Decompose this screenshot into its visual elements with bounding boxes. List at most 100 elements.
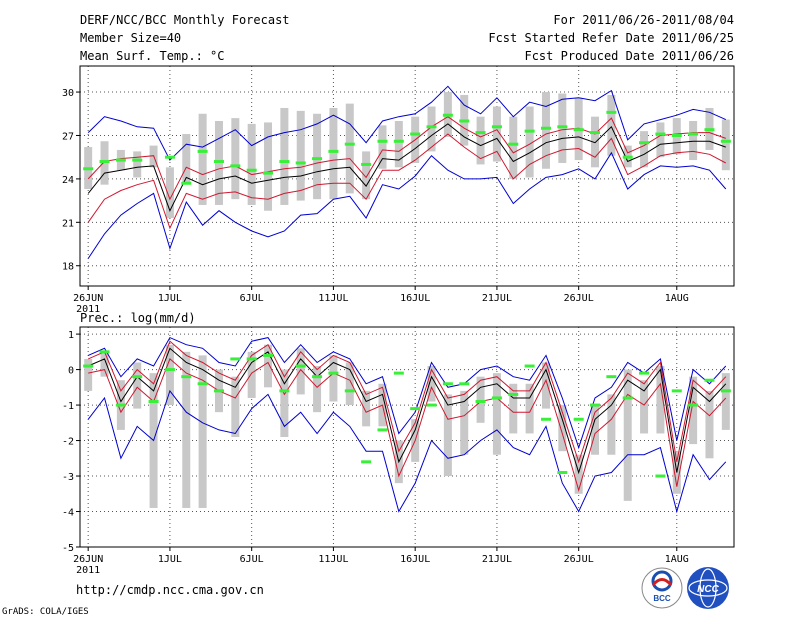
observation-marker — [164, 155, 175, 159]
observation-marker — [164, 368, 175, 372]
observation-marker — [491, 125, 502, 129]
ensemble-mean-line — [87, 123, 726, 212]
ensemble-spread-bar — [443, 394, 452, 477]
observation-marker — [393, 371, 404, 375]
observation-marker — [704, 378, 715, 382]
observation-marker — [230, 357, 241, 361]
temperature-panel: 18 21 24 27 30 26JUN 1JUL 6JUL 11JUL 16JUL 21JUL 26… — [62, 65, 735, 315]
ensemble-spread-bar — [100, 351, 109, 377]
observation-marker — [83, 167, 94, 171]
y-tick-label: 21 — [62, 218, 74, 229]
ensemble-spread-bar — [329, 355, 338, 402]
x-year-label: 2011 — [76, 304, 100, 315]
observation-marker — [491, 396, 502, 400]
observation-marker — [655, 132, 666, 136]
observation-marker — [361, 460, 372, 464]
ensemble-mean-line — [88, 347, 727, 475]
observation-marker — [263, 171, 274, 175]
observation-marker — [639, 141, 650, 145]
ensemble-spread-bar — [280, 369, 289, 437]
observation-marker — [557, 470, 568, 474]
observation-marker — [410, 407, 421, 411]
ensemble-spread-bar — [247, 351, 256, 398]
header-member-size: Member Size=40 — [80, 31, 181, 45]
ncc-logo-text: NCC — [697, 584, 719, 595]
y-tick-label: -3 — [62, 472, 74, 483]
observation-marker — [671, 133, 682, 137]
observation-marker — [377, 139, 388, 143]
ensemble-spread-bar — [541, 92, 550, 169]
ensemble-spread-bar — [591, 405, 600, 455]
ensemble-spread-bar — [345, 103, 354, 194]
observation-marker — [442, 382, 453, 386]
observation-marker — [540, 126, 551, 130]
ensemble-spread-bar — [476, 116, 485, 165]
ensemble-spread-bar — [182, 134, 191, 184]
x-tick-label: 26JUL — [564, 293, 594, 304]
x-tick-label: 1JUL — [158, 554, 182, 565]
observation-marker — [671, 389, 682, 393]
observation-marker — [132, 158, 143, 162]
y-tick-label: 18 — [62, 262, 74, 273]
observation-marker — [312, 375, 323, 379]
ensemble-spread-bar — [133, 362, 142, 409]
ensemble-spread-bar — [198, 355, 207, 508]
y-tick-label: 30 — [62, 88, 74, 99]
observation-marker — [181, 181, 192, 185]
footer-url[interactable]: http://cmdp.ncc.cma.gov.cn — [76, 583, 264, 597]
observation-marker — [622, 396, 633, 400]
ensemble-spread-bar — [640, 380, 649, 434]
observation-marker — [655, 474, 666, 478]
ensemble-spread-bar — [378, 125, 387, 169]
ensemble-spread-bar — [509, 383, 518, 434]
observation-marker — [606, 110, 617, 114]
ensemble-spread-bar — [362, 390, 371, 427]
ensemble-spread-bar — [182, 351, 191, 508]
x-tick-label: 1AUG — [665, 554, 689, 565]
x-tick-label: 1JUL — [158, 293, 182, 304]
ensemble-spread-bar — [541, 362, 550, 409]
ensemble-spread-bar — [427, 106, 436, 152]
ensemble-spread-bar — [165, 167, 174, 218]
spread-upper-line — [88, 340, 727, 464]
ensemble-spread-bar — [558, 405, 567, 452]
observation-marker — [622, 155, 633, 159]
observation-marker — [197, 382, 208, 386]
observation-marker — [279, 389, 290, 393]
ensemble-spread-bar — [231, 376, 240, 437]
observation-marker — [557, 125, 568, 129]
temperature-plot-frame — [79, 65, 735, 287]
observation-marker — [181, 375, 192, 379]
header-variable: Mean Surf. Temp.: °C — [80, 49, 225, 63]
ensemble-max-line — [88, 336, 727, 450]
ensemble-spread-bar — [362, 151, 371, 200]
x-tick-label: 6JUL — [240, 293, 264, 304]
ensemble-spread-bar — [84, 358, 93, 391]
observation-marker — [361, 162, 372, 166]
observation-marker — [263, 353, 274, 357]
observation-marker — [508, 392, 519, 396]
ensemble-spread-bar — [231, 118, 240, 200]
y-tick-label: 27 — [62, 131, 74, 142]
ensemble-spread-bar — [476, 376, 485, 423]
ensemble-spread-bar — [640, 131, 649, 168]
ensemble-spread-bar — [705, 390, 714, 459]
observation-marker — [573, 128, 584, 132]
precip-panel-title: Prec.: log(mm/d) — [80, 311, 196, 325]
observation-marker — [295, 364, 306, 368]
y-tick-label: 24 — [62, 175, 74, 186]
observation-marker — [426, 403, 437, 407]
ensemble-max-line — [87, 85, 727, 161]
observation-marker — [459, 119, 470, 123]
ensemble-spread-bar — [721, 119, 730, 171]
ensemble-spread-bar — [264, 344, 273, 388]
ensemble-spread-bar — [313, 113, 322, 200]
x-tick-label: 21JUL — [482, 293, 512, 304]
observation-marker — [213, 389, 224, 393]
observation-marker — [720, 139, 731, 143]
observation-marker — [475, 400, 486, 404]
ensemble-spread-bar — [525, 106, 534, 178]
x-tick-label: 26JUN — [73, 293, 103, 304]
bcc-logo-text: BCC — [653, 594, 671, 603]
